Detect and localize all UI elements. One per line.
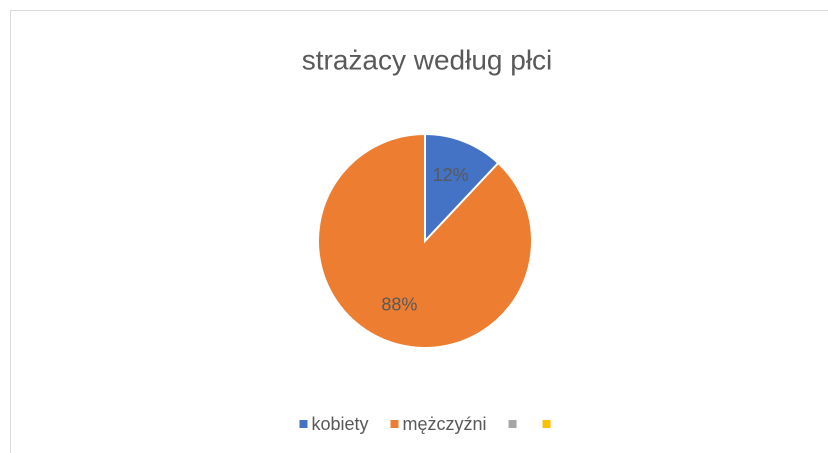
legend-swatch	[542, 420, 551, 428]
legend-swatch	[299, 420, 308, 428]
chart-border	[10, 10, 828, 453]
pie: 12% 88%	[317, 132, 533, 349]
legend-item	[508, 420, 517, 428]
chart-title: strażacy według płci	[302, 44, 553, 75]
legend-item: kobiety	[299, 414, 369, 434]
legend-item: mężczyźni	[390, 414, 487, 434]
legend-label: kobiety	[311, 414, 368, 434]
data-label: 88%	[381, 294, 417, 314]
legend-swatch	[508, 420, 517, 428]
legend-swatch	[390, 420, 399, 428]
legend-item	[542, 420, 551, 428]
data-label: 12%	[433, 165, 469, 185]
legend: kobiety mężczyźni	[299, 414, 551, 434]
legend-label: mężczyźni	[403, 414, 487, 434]
pie-slice	[424, 132, 500, 244]
